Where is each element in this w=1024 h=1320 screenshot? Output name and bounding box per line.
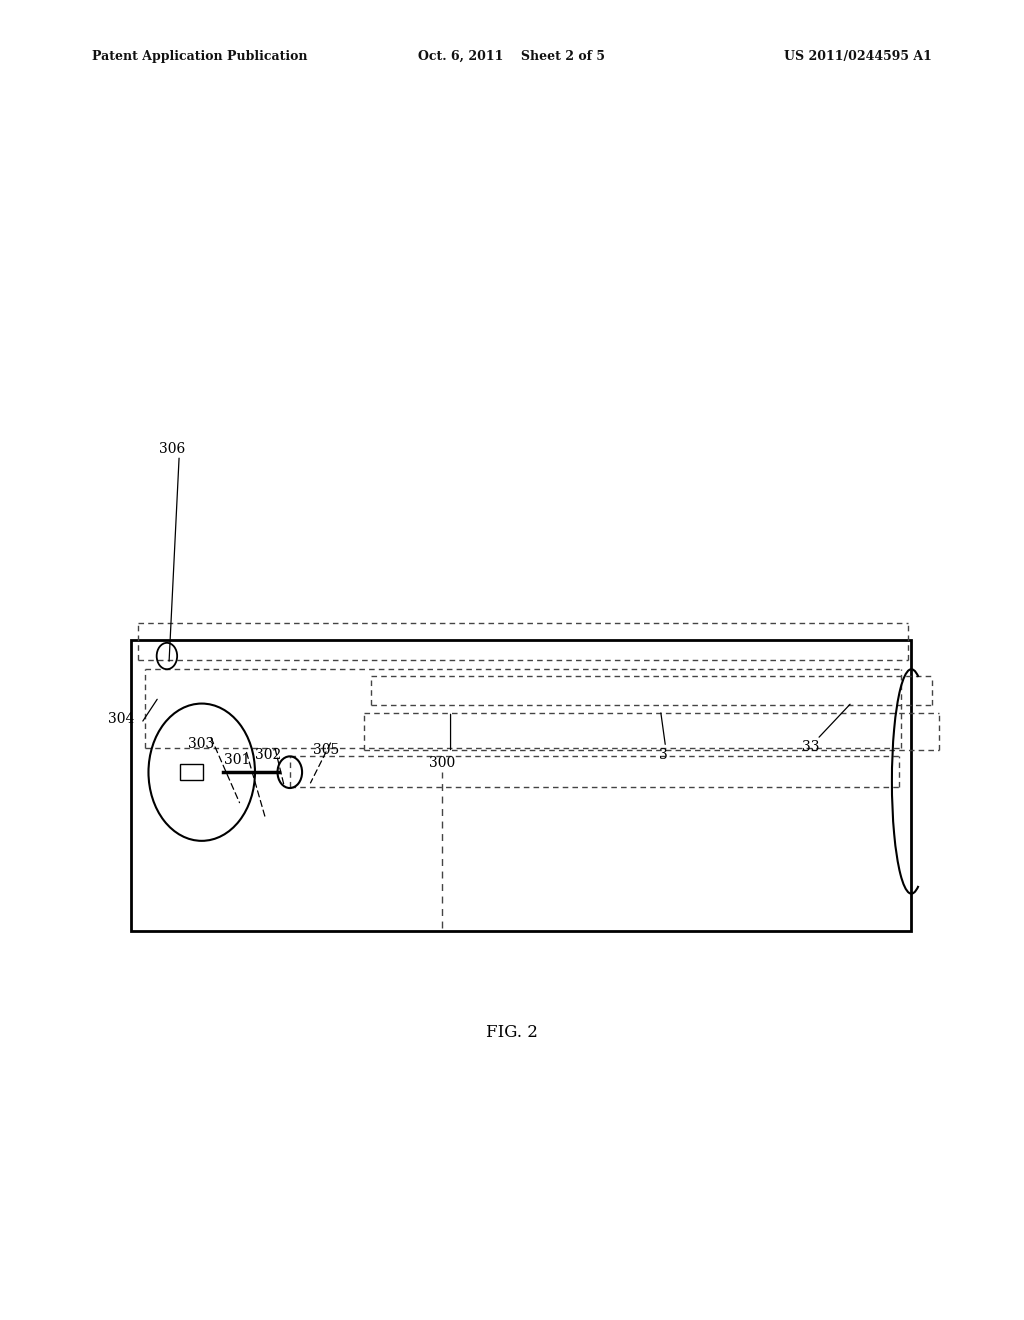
Bar [180,764,203,780]
Text: 33: 33 [802,741,820,754]
Text: 303: 303 [187,738,214,751]
Bar [131,640,911,931]
Text: 3: 3 [659,748,668,762]
Text: FIG. 2: FIG. 2 [486,1024,538,1040]
Text: Patent Application Publication: Patent Application Publication [92,50,307,63]
Text: 300: 300 [429,756,456,770]
Text: 301: 301 [224,754,251,767]
Text: 306: 306 [159,442,185,455]
Text: Oct. 6, 2011    Sheet 2 of 5: Oct. 6, 2011 Sheet 2 of 5 [419,50,605,63]
Text: US 2011/0244595 A1: US 2011/0244595 A1 [784,50,932,63]
Text: 302: 302 [255,748,282,762]
Text: 304: 304 [108,713,134,726]
Text: 305: 305 [312,743,339,756]
